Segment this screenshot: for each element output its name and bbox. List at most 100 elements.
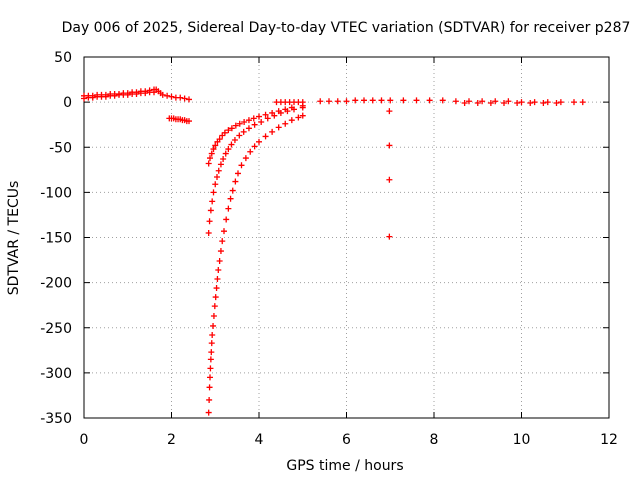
data-series [81,86,192,103]
y-tick-label: -150 [40,231,72,247]
data-point [378,97,385,104]
data-point [209,331,216,338]
data-point [251,143,258,150]
data-point [214,276,221,283]
data-point [236,120,243,127]
data-point [177,94,184,101]
data-point [212,142,219,149]
data-series [205,112,306,416]
data-point [413,97,420,104]
data-series [205,104,306,236]
data-point [205,229,212,236]
data-point [225,146,232,153]
data-point [386,176,393,183]
data-point [221,129,228,136]
data-point [531,99,538,106]
data-point [159,91,166,98]
y-axis-label: SDTVAR / TECUs [6,181,22,296]
data-point [219,238,226,245]
data-point [222,150,229,157]
data-point [492,98,499,105]
data-point [540,100,547,107]
data-point [326,98,332,105]
data-point [275,108,282,115]
data-point [235,170,241,177]
data-point [228,125,235,132]
data-point [245,117,252,124]
data-point [124,91,131,98]
data-point [241,118,248,125]
data-point [242,155,249,162]
data-point [217,161,224,168]
x-axis-label: GPS time / hours [286,458,403,474]
data-point [205,160,212,167]
data-point [208,340,215,347]
data-point [282,106,289,113]
data-point [168,93,175,100]
y-tick-label: -50 [49,140,72,156]
data-point [426,97,433,104]
data-point [299,112,306,119]
y-tick-label: -250 [40,321,72,337]
data-point [317,98,324,105]
data-point [225,127,232,134]
data-point [256,138,262,145]
data-point [206,384,213,391]
data-point [215,167,222,174]
data-series [386,108,393,240]
data-point [258,118,265,125]
data-point [142,90,149,97]
data-point [225,205,232,212]
y-tick-labels: 50 0 -50 -100 -150 -200 -250 -300 -350 [40,50,72,427]
data-point [89,94,96,101]
data-point [505,98,512,105]
data-point [232,122,239,129]
data-point [288,104,295,111]
x-tick-label: 12 [600,432,618,448]
data-point [466,98,472,105]
data-point [288,117,295,124]
data-point [245,125,252,132]
data-point [207,356,214,363]
data-point [238,162,245,169]
data-point [133,91,140,98]
data-point [400,97,407,104]
data-point [571,99,577,106]
data-point [264,115,271,122]
data-point [262,111,269,118]
data-series [273,99,306,106]
data-point [352,97,359,104]
data-point [527,100,534,107]
data-point [544,99,551,106]
data-point [213,285,220,292]
data-point [216,136,223,143]
data-point [209,198,216,205]
data-point [386,108,393,115]
data-point [220,155,227,162]
x-tick-label: 8 [430,432,439,448]
data-point [111,92,118,99]
data-point [387,97,394,104]
data-point [227,195,234,202]
data-point [228,141,235,148]
y-tick-label: 50 [54,50,72,66]
data-point [208,150,215,157]
data-point [208,349,215,356]
data-point [151,89,157,96]
data-point [210,322,217,329]
data-point [207,207,214,214]
data-point [334,98,341,105]
data-point [247,148,254,155]
data-point [295,114,302,121]
x-tick-label: 4 [255,432,264,448]
data-points [81,86,586,416]
data-point [210,313,217,320]
data-point [231,137,238,144]
data-point [102,93,109,100]
y-tick-label: -200 [40,276,72,292]
data-point [229,187,236,194]
data-point [487,100,494,107]
x-tick-label: 2 [167,432,176,448]
data-point [501,100,507,107]
